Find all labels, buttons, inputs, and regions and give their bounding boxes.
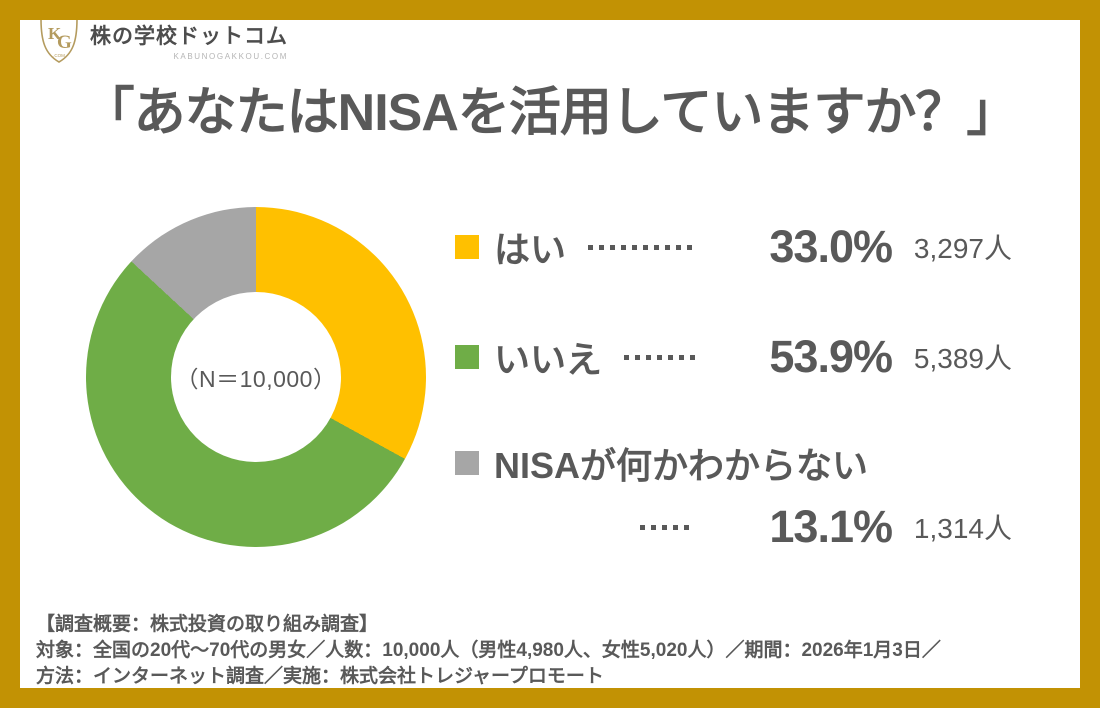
survey-outline: 【調査概要：株式投資の取り組み調査】 対象：全国の20代〜70代の男女／人数：1…: [36, 612, 1066, 688]
legend-row-no: いいえ 53.9% 5,389人: [455, 329, 1012, 385]
svg-text:G: G: [57, 32, 72, 53]
dotted-leader: [588, 244, 695, 250]
legend-label-unknown: NISAが何かわからない: [494, 445, 869, 486]
legend-label-yes: はい: [494, 229, 567, 270]
dotted-leader: [624, 354, 695, 360]
chart-legend: はい 33.0% 3,297人 いいえ 53.9% 5,389人 NISAが何か…: [455, 190, 1012, 552]
logo-name: 株の学校ドットコム: [90, 25, 288, 48]
sample-size-label: （N＝10,000）: [175, 366, 337, 392]
swatch-yes: [455, 235, 479, 259]
legend-label-no: いいえ: [494, 339, 603, 380]
legend-percent-no: 53.9%: [769, 331, 893, 382]
donut-hole: （N＝10,000）: [171, 292, 341, 462]
svg-text:.COM: .COM: [53, 53, 65, 58]
legend-count-unknown: 1,314人: [913, 513, 1012, 544]
legend-count-yes: 3,297人: [913, 233, 1012, 264]
legend-percent-yes: 33.0%: [769, 221, 893, 272]
svg-text:K: K: [48, 24, 62, 43]
swatch-unknown: [455, 451, 479, 475]
logo-domain: KABUNOGAKKOU.COM: [173, 52, 288, 61]
site-logo: K G .COM 株の学校ドットコム KABUNOGAKKOU.COM: [36, 20, 288, 69]
shield-monogram-icon: K G .COM: [36, 20, 82, 69]
swatch-no: [455, 345, 479, 369]
survey-outline-detail-1: 対象：全国の20代〜70代の男女／人数：10,000人（男性4,980人、女性5…: [36, 640, 941, 661]
legend-row-unknown: NISAが何かわからない: [455, 435, 1012, 491]
legend-row-unknown-value: 13.1% 1,314人: [455, 499, 1012, 555]
survey-question-title: 「あなたはNISAを活用していますか？」: [82, 84, 1019, 142]
legend-row-yes: はい 33.0% 3,297人: [455, 219, 1012, 275]
survey-outline-heading: 【調査概要：株式投資の取り組み調査】: [36, 614, 379, 635]
legend-percent-unknown: 13.1%: [769, 501, 893, 552]
survey-outline-detail-2: 方法：インターネット調査／実施：株式会社トレジャープロモート: [36, 666, 604, 687]
dotted-leader: [640, 524, 695, 530]
donut-chart: （N＝10,000）: [86, 207, 426, 547]
legend-count-no: 5,389人: [913, 343, 1012, 374]
